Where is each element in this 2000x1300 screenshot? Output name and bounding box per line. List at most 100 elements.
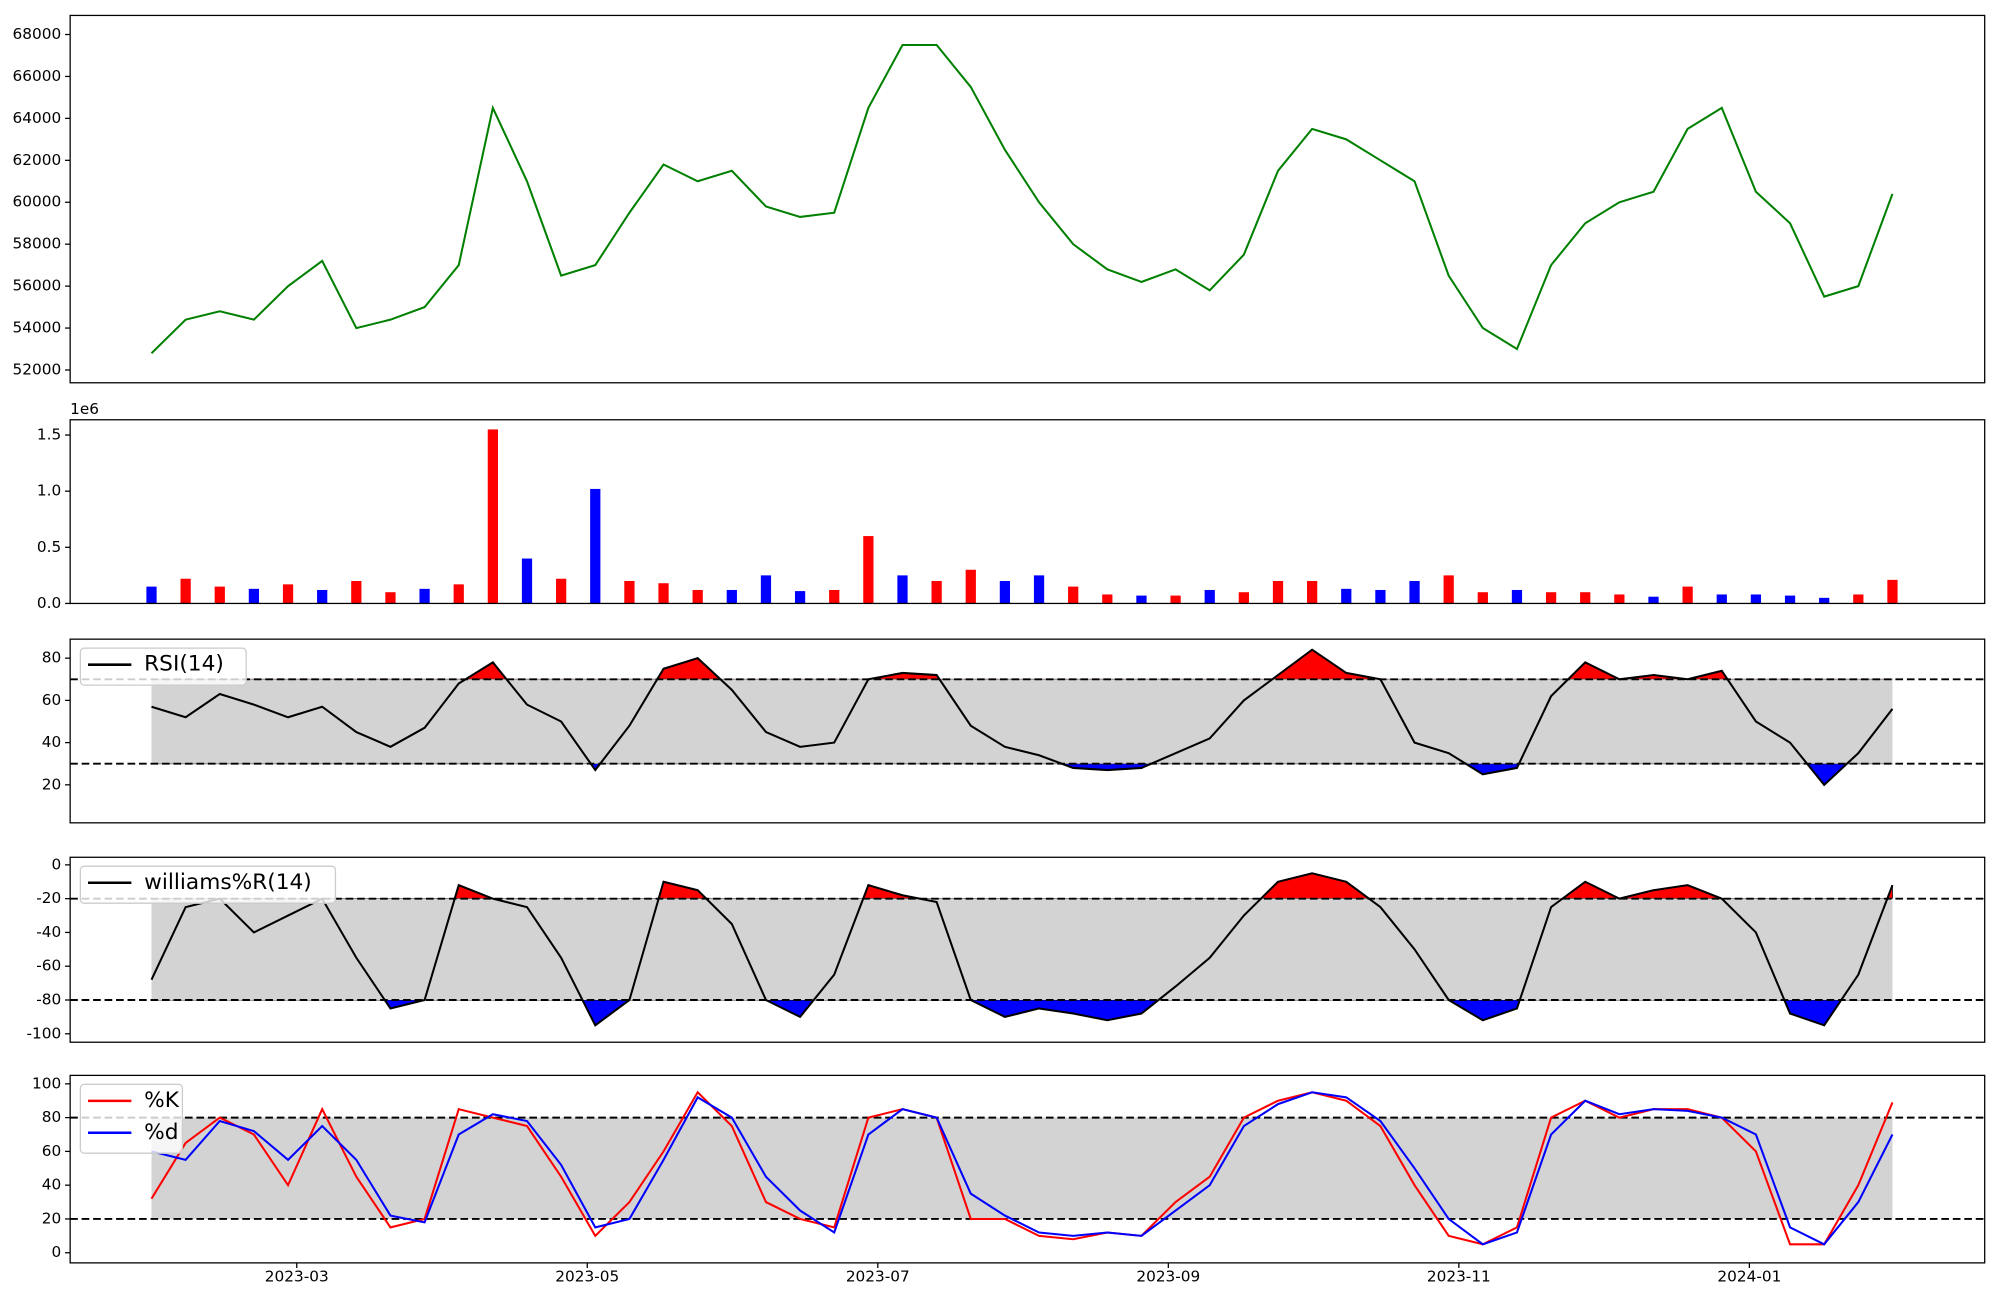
panel: 52000 54000 56000 58000 60000 62000 64000 66000… bbox=[13, 14, 1986, 384]
volume-bar bbox=[351, 580, 362, 604]
y-tick-label: 100 bbox=[32, 1074, 61, 1092]
x-tick-label: 2023-07 bbox=[846, 1267, 910, 1285]
y-tick-label: 68000 bbox=[13, 25, 62, 43]
volume-bar bbox=[556, 578, 567, 604]
volume-bar bbox=[1272, 580, 1284, 604]
volume-bar bbox=[829, 589, 840, 604]
volume-bar bbox=[624, 580, 635, 604]
volume-bar bbox=[863, 536, 874, 604]
volume-bar bbox=[1750, 594, 1762, 604]
volume-bar bbox=[180, 578, 191, 604]
panel: -100 -80 -60 -40 -20 0 williams%R(14) bbox=[27, 855, 1986, 1043]
volume-bar bbox=[1102, 594, 1113, 604]
y-tick-label: 60 bbox=[42, 691, 61, 709]
x-tick-label: 2023-09 bbox=[1136, 1267, 1200, 1285]
panel: 20 40 60 80 RSI(14) bbox=[42, 638, 1986, 824]
y-tick-label: 54000 bbox=[13, 319, 62, 337]
volume-bar bbox=[692, 589, 703, 604]
legend-label: RSI(14) bbox=[144, 652, 224, 677]
volume-bar bbox=[1819, 597, 1830, 604]
volume-bar bbox=[214, 586, 225, 604]
volume-bar bbox=[453, 584, 464, 604]
volume-bar bbox=[1375, 589, 1386, 604]
y-tick-label: 80 bbox=[42, 1108, 61, 1126]
volume-bar bbox=[1204, 589, 1215, 604]
volume-bar bbox=[487, 429, 498, 604]
volume-bar bbox=[1170, 595, 1181, 604]
volume-bar bbox=[1648, 596, 1659, 604]
volume-bar bbox=[590, 488, 601, 604]
y-tick-label: -80 bbox=[36, 990, 61, 1008]
y-tick-label: 64000 bbox=[13, 109, 62, 127]
volume-bar bbox=[1580, 592, 1591, 604]
y-tick-label: 20 bbox=[42, 775, 61, 793]
y-tick-label: 80 bbox=[42, 649, 61, 667]
axes-frame bbox=[69, 14, 1986, 384]
volume-bar bbox=[385, 592, 396, 604]
y-tick-label: 60000 bbox=[13, 193, 62, 211]
y-tick-label: -40 bbox=[36, 923, 61, 941]
volume-bar bbox=[658, 583, 669, 604]
volume-bar bbox=[1409, 580, 1420, 604]
volume-bar bbox=[521, 558, 533, 604]
y-tick-label: -20 bbox=[36, 889, 61, 907]
volume-bar bbox=[1068, 586, 1079, 604]
series-line bbox=[151, 1091, 1894, 1246]
y-tick-label: 20 bbox=[42, 1209, 61, 1227]
neutral-band bbox=[151, 679, 1893, 764]
y-tick-label: 0 bbox=[51, 855, 61, 873]
volume-bar bbox=[1614, 594, 1625, 604]
y-tick-label: -60 bbox=[36, 957, 61, 975]
volume-bar bbox=[794, 591, 806, 604]
axis-offset: 1e6 bbox=[70, 400, 99, 418]
legend-box bbox=[79, 647, 247, 686]
volume-bar bbox=[317, 589, 328, 604]
y-tick-label: 0.5 bbox=[37, 538, 61, 556]
panel: 0 20 40 60 80 100 2023-03 2023-05 2023-07 2023-09… bbox=[32, 1074, 1986, 1285]
volume-bar bbox=[1887, 579, 1898, 604]
legend-label: %d bbox=[144, 1120, 178, 1145]
y-tick-label: 62000 bbox=[13, 151, 62, 169]
y-tick-label: 0 bbox=[51, 1243, 61, 1261]
volume-bar bbox=[282, 584, 294, 604]
legend-box bbox=[79, 865, 337, 904]
series-line bbox=[151, 648, 1894, 787]
volume-bar bbox=[1341, 588, 1352, 604]
x-tick-label: 2023-05 bbox=[555, 1267, 619, 1285]
volume-bar bbox=[1853, 594, 1864, 604]
legend-label: %K bbox=[144, 1088, 180, 1113]
volume-bar bbox=[1238, 592, 1249, 604]
series-line bbox=[150, 1090, 1894, 1246]
axes-frame bbox=[69, 1074, 1986, 1264]
overbought-fill bbox=[151, 649, 1893, 680]
volume-bar bbox=[248, 588, 260, 604]
panel: 0.0 0.5 1.0 1.5 1e6 bbox=[37, 400, 1986, 612]
volume-bar bbox=[1136, 595, 1147, 604]
volume-bar bbox=[1477, 592, 1488, 604]
neutral-band bbox=[151, 898, 1893, 1000]
volume-bar bbox=[1545, 592, 1557, 604]
volume-bar bbox=[1682, 586, 1693, 604]
y-tick-label: 58000 bbox=[13, 235, 62, 253]
axes-frame bbox=[69, 419, 1986, 605]
volume-bar bbox=[726, 589, 737, 604]
neutral-band bbox=[151, 1117, 1893, 1219]
y-tick-label: 56000 bbox=[13, 277, 62, 295]
volume-bar bbox=[1511, 589, 1523, 604]
axes-frame bbox=[69, 638, 1986, 824]
volume-bar bbox=[760, 575, 772, 604]
volume-bar bbox=[931, 580, 942, 604]
volume-bar bbox=[1443, 575, 1454, 604]
volume-bar bbox=[897, 575, 908, 604]
y-tick-label: 66000 bbox=[13, 67, 62, 85]
axes-frame bbox=[69, 856, 1986, 1043]
x-tick-label: 2023-03 bbox=[265, 1267, 329, 1285]
y-tick-label: -100 bbox=[27, 1024, 62, 1042]
volume-bar bbox=[1307, 580, 1318, 604]
volume-bar bbox=[1784, 595, 1796, 604]
y-tick-label: 52000 bbox=[13, 360, 62, 378]
x-tick-label: 2024-01 bbox=[1717, 1267, 1781, 1285]
volume-bar bbox=[999, 580, 1011, 604]
y-tick-label: 1.5 bbox=[37, 426, 61, 444]
